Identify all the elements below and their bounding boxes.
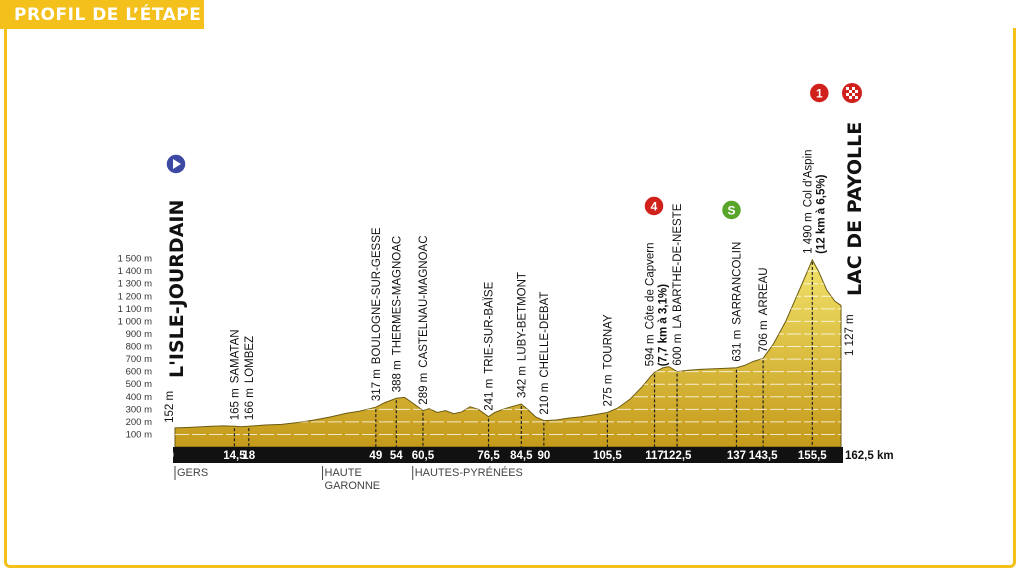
km-label: 54 [390, 450, 403, 462]
waypoint-name: ARREAU [758, 267, 770, 315]
region-label: HAUTES-PYRÉNÉES [415, 466, 523, 479]
y-tick-label: 300 m [126, 404, 152, 415]
climb-label: 1 490 m Col d'Aspin [802, 149, 814, 253]
y-tick-label: 1 200 m [118, 291, 152, 302]
y-tick-label: 200 m [126, 417, 152, 428]
svg-text:4: 4 [651, 200, 658, 214]
waypoint-altitude: 706 m [758, 320, 770, 352]
waypoint-name: CHELLE-DEBAT [539, 292, 551, 378]
waypoint-altitude: 275 m [602, 374, 614, 406]
km-label: 155,5 [798, 450, 827, 462]
waypoint-label: 706 m ARREAU [758, 267, 770, 352]
finish-badge [842, 83, 862, 103]
waypoint-altitude: 342 m [516, 366, 528, 398]
waypoint-label: 165 m SAMATAN [229, 329, 241, 420]
km-label: 90 [537, 450, 550, 462]
waypoint-label: 600 m LA BARTHE-DE-NESTE [672, 203, 684, 365]
waypoint-altitude: 631 m [731, 330, 743, 362]
waypoint-name: THERMES-MAGNOAC [391, 236, 403, 355]
climb-name: Côte de Capvern [645, 242, 657, 329]
climb-name: Col d'Aspin [802, 149, 814, 207]
header-tab: PROFIL DE L’ÉTAPE [0, 0, 204, 29]
waypoint-label: 166 m LOMBEZ [244, 336, 256, 420]
y-tick-label: 600 m [126, 367, 152, 378]
waypoint-altitude: 317 m [371, 369, 383, 401]
y-tick-label: 1 100 m [118, 304, 152, 315]
km-label: 60,5 [412, 450, 435, 462]
waypoint-altitude: 241 m [484, 379, 496, 411]
frame-border [4, 28, 1016, 568]
waypoint-altitude: 166 m [244, 388, 256, 420]
y-tick-label: 900 m [126, 329, 152, 340]
waypoint-altitude: 289 m [418, 373, 430, 405]
region-label: GERS [177, 467, 208, 479]
waypoint-altitude: 388 m [391, 360, 403, 392]
elevation-profile-area [174, 258, 842, 448]
region-label: GARONNE [325, 480, 381, 492]
waypoint-name: TRIE-SUR-BAÏSE [484, 281, 496, 373]
km-label: 162,5 km [845, 450, 894, 462]
finish-town-name: LAC DE PAYOLLE [844, 122, 866, 296]
climb-category-badge: 1 [808, 82, 831, 104]
start-town-name: L'ISLE-JOURDAIN [166, 200, 188, 378]
waypoint-label: 342 m LUBY-BETMONT [516, 272, 528, 398]
km-label: 76,5 [477, 450, 500, 462]
waypoint-altitude: 600 m [672, 334, 684, 366]
waypoint-label: 631 m SARRANCOLIN [731, 242, 743, 362]
waypoint-name: BOULOGNE-SUR-GESSE [371, 227, 383, 364]
km-label: 0 [168, 450, 174, 462]
svg-text:1: 1 [816, 87, 823, 101]
waypoint-label: 275 m TOURNAY [602, 314, 614, 406]
waypoint-name: SARRANCOLIN [731, 242, 743, 325]
waypoint-name: CASTELNAU-MAGNOAC [418, 235, 430, 367]
waypoint-label: 388 m THERMES-MAGNOAC [391, 236, 403, 392]
km-label: 117 [645, 450, 664, 462]
y-tick-label: 1 400 m [118, 266, 152, 277]
waypoint-altitude: 165 m [229, 388, 241, 420]
climb-label: 594 m Côte de Capvern [645, 242, 657, 366]
climb-detail: (12 km à 6,5%) [815, 174, 827, 253]
climb-category-badge: 4 [643, 195, 665, 217]
waypoint-altitude: 210 m [539, 383, 551, 415]
km-label: 18 [242, 450, 255, 462]
finish-altitude: 1 127 m [844, 314, 856, 356]
km-label: 105,5 [593, 450, 622, 462]
km-bar [173, 447, 843, 463]
region-label: HAUTE [325, 467, 362, 479]
y-tick-label: 400 m [126, 392, 152, 403]
waypoint-name: TOURNAY [602, 314, 614, 369]
sprint-badge: S [720, 199, 743, 221]
y-tick-label: 1 500 m [118, 254, 152, 265]
climb-detail: (7,7 km à 3,1%) [658, 284, 670, 367]
start-badge [165, 153, 187, 175]
waypoint-name: LUBY-BETMONT [516, 272, 528, 361]
km-label: 137 [727, 450, 746, 462]
page-title: PROFIL DE L’ÉTAPE [14, 5, 202, 25]
climb-altitude: 594 m [645, 334, 657, 366]
waypoint-name: SAMATAN [229, 329, 241, 383]
km-label: 143,5 [749, 450, 778, 462]
km-label: 49 [369, 450, 382, 462]
waypoint-label: 289 m CASTELNAU-MAGNOAC [418, 235, 430, 404]
waypoint-label: 210 m CHELLE-DEBAT [539, 292, 551, 415]
waypoint-label: 317 m BOULOGNE-SUR-GESSE [371, 227, 383, 401]
start-altitude: 152 m [164, 391, 176, 423]
climb-altitude: 1 490 m [802, 212, 814, 254]
y-tick-label: 1 000 m [118, 316, 152, 327]
waypoint-name: LA BARTHE-DE-NESTE [672, 203, 684, 328]
km-label: 122,5 [663, 450, 692, 462]
km-label: 84,5 [510, 450, 533, 462]
waypoint-label: 241 m TRIE-SUR-BAÏSE [484, 281, 496, 410]
y-tick-label: 100 m [126, 429, 152, 440]
svg-text:S: S [727, 204, 735, 218]
waypoint-name: LOMBEZ [244, 336, 256, 383]
y-tick-label: 700 m [126, 354, 152, 365]
y-tick-label: 800 m [126, 342, 152, 353]
y-tick-label: 1 300 m [118, 279, 152, 290]
km-label: 14,5 [223, 450, 246, 462]
y-tick-label: 500 m [126, 379, 152, 390]
